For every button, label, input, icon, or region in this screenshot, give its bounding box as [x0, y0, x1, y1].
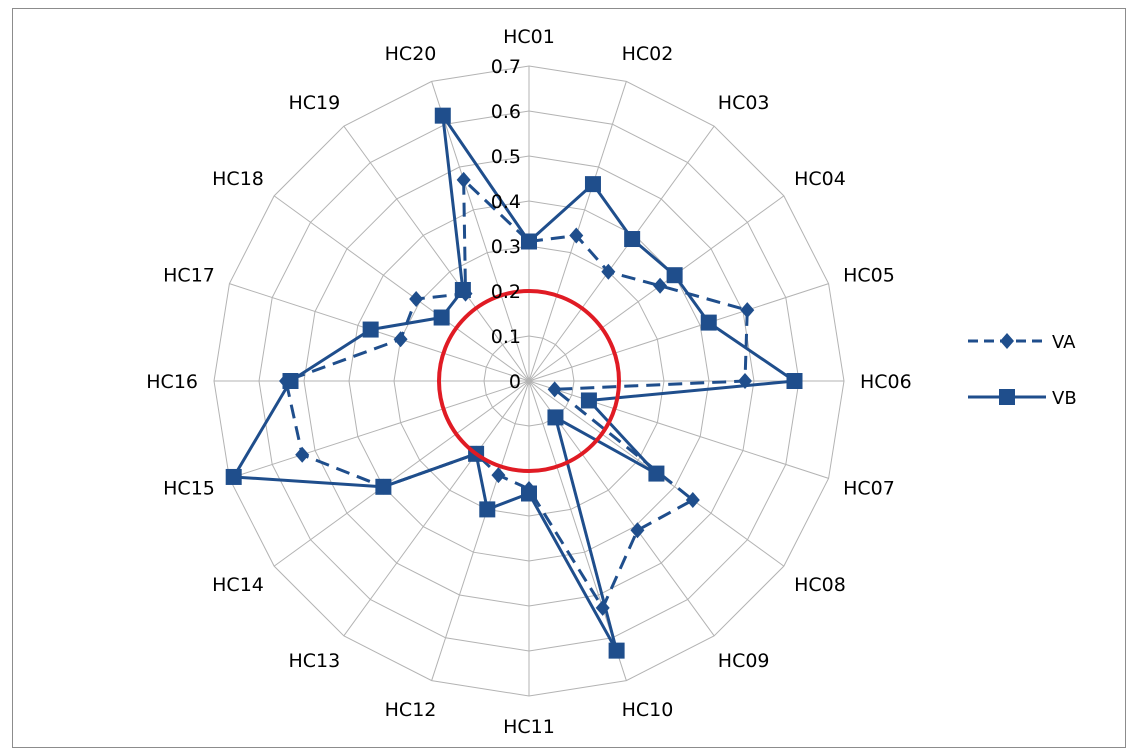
data-point-va: [685, 492, 700, 509]
category-label: HC07: [843, 478, 895, 500]
data-point-vb: [434, 107, 451, 124]
data-point-va: [456, 171, 471, 188]
radial-tick-label: 0.6: [491, 101, 521, 123]
threshold-layer: [437, 289, 621, 473]
legend: VA VB: [968, 332, 1077, 409]
radial-tick-label: 0.5: [491, 146, 521, 168]
axis-spoke: [229, 283, 530, 382]
data-point-vb: [362, 321, 379, 338]
data-point-va: [601, 263, 616, 280]
axis-spoke: [273, 380, 530, 567]
data-point-va: [491, 467, 506, 484]
label-layer: 0 0.1 0.2 0.3 0.4 0.5 0.6 0.7 HC01 HC02 HC03 HC04 HC…: [146, 26, 911, 738]
data-point-vb: [624, 231, 641, 248]
category-label: HC02: [622, 43, 674, 65]
data-point-vb: [547, 409, 564, 426]
category-label: HC14: [212, 574, 264, 596]
data-point-vb: [584, 176, 601, 193]
data-point-vb: [521, 485, 537, 502]
data-point-va: [740, 302, 755, 319]
data-point-vb: [225, 468, 242, 485]
category-label: HC01: [503, 26, 555, 48]
category-label: HC20: [385, 43, 437, 65]
axis-spoke: [528, 380, 829, 479]
category-label: HC15: [163, 478, 215, 500]
data-point-vb: [608, 642, 625, 659]
data-point-va: [295, 446, 310, 463]
axis-spoke: [273, 195, 530, 382]
category-label: HC04: [794, 168, 846, 190]
category-label: HC06: [860, 371, 912, 393]
category-label: HC13: [288, 650, 340, 672]
data-point-vb: [521, 233, 537, 250]
axis-layer: [214, 66, 844, 696]
chart-frame: 0 0.1 0.2 0.3 0.4 0.5 0.6 0.7 HC01 HC02 HC03 HC04 HC…: [12, 8, 1126, 748]
radial-tick-label: 0.7: [491, 56, 521, 78]
radial-tick-label: 0: [509, 371, 521, 393]
data-point-vb: [433, 309, 450, 326]
category-label: HC16: [146, 371, 198, 393]
axis-spoke: [431, 380, 530, 681]
category-label: HC17: [163, 264, 215, 286]
legend-marker-vb: [999, 389, 1015, 405]
data-point-va: [569, 227, 584, 244]
data-point-vb: [454, 281, 471, 298]
data-point-vb: [479, 501, 496, 518]
data-point-vb: [282, 373, 299, 389]
data-point-va: [393, 331, 408, 348]
category-label: HC19: [288, 92, 340, 114]
data-point-va: [547, 381, 562, 398]
data-point-vb: [580, 392, 597, 409]
data-point-vb: [666, 267, 683, 284]
axis-spoke: [528, 125, 715, 382]
data-point-va: [630, 522, 645, 539]
legend-marker-va: [1000, 333, 1014, 349]
radial-tick-label: 0.3: [491, 236, 521, 258]
legend-label-vb: VB: [1052, 388, 1077, 409]
axis-spoke: [343, 380, 530, 637]
category-label: HC11: [503, 716, 555, 738]
category-label: HC09: [718, 650, 770, 672]
threshold-circle: [437, 289, 621, 473]
radar-chart: 0 0.1 0.2 0.3 0.4 0.5 0.6 0.7 HC01 HC02 HC03 HC04 HC…: [146, 26, 1077, 738]
axis-spoke: [431, 81, 530, 382]
radial-tick-label: 0.4: [491, 191, 521, 213]
category-label: HC05: [843, 264, 895, 286]
category-label: HC08: [794, 574, 846, 596]
axis-spoke: [229, 380, 530, 479]
category-label: HC03: [718, 92, 770, 114]
category-label: HC10: [622, 699, 674, 721]
data-point-va: [653, 277, 668, 294]
category-label: HC12: [385, 699, 437, 721]
radial-tick-label: 0.1: [491, 326, 521, 348]
axis-spoke: [343, 125, 530, 382]
data-point-vb: [375, 478, 392, 495]
data-point-vb: [786, 373, 803, 389]
radial-tick-label: 0.2: [491, 281, 521, 303]
data-point-va: [409, 291, 424, 308]
data-point-vb: [648, 465, 665, 482]
axis-spoke: [528, 283, 829, 382]
category-label: HC18: [212, 168, 264, 190]
legend-label-va: VA: [1052, 332, 1076, 353]
data-point-vb: [700, 314, 717, 331]
